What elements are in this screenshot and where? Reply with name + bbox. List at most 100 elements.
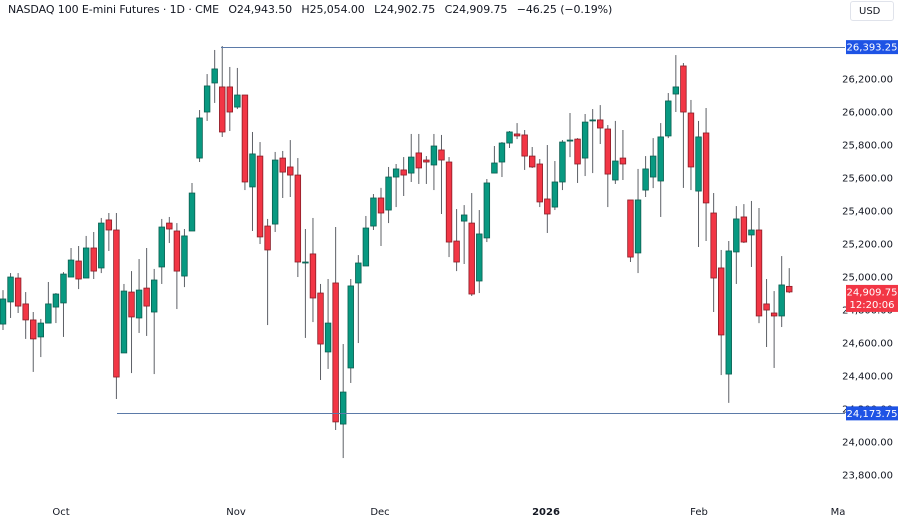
candle (551, 161, 559, 211)
candle (460, 205, 468, 264)
candle (82, 235, 90, 279)
candle (332, 227, 339, 430)
symbol-title[interactable]: NASDAQ 100 E-mini Futures · 1D · CME (8, 3, 219, 16)
candle (770, 291, 778, 368)
currency-selector[interactable]: USD (850, 1, 894, 21)
candle (491, 146, 498, 174)
time-axis[interactable]: Oct Nov Dec 2026 Feb Ma (52, 507, 845, 518)
candle (498, 142, 506, 178)
candle (0, 290, 7, 330)
candle (203, 74, 211, 121)
candle (786, 268, 793, 294)
candle (377, 187, 385, 247)
candle (559, 140, 566, 191)
price-tick-label: 25,400.00 (842, 207, 893, 218)
close-value: C24,909.75 (444, 3, 508, 16)
low-value: L24,902.75 (374, 3, 436, 16)
candle (529, 146, 536, 168)
candle (385, 166, 392, 224)
candle (634, 168, 642, 274)
candle (733, 206, 740, 284)
candle (355, 255, 362, 344)
candle (400, 157, 407, 197)
candle (294, 158, 302, 278)
candle (287, 140, 294, 197)
time-tick-label: Oct (52, 507, 69, 518)
candle (309, 217, 317, 323)
last-price-label: 24,909.75 12:20:06 (846, 284, 898, 312)
candle (423, 156, 430, 184)
candle (574, 138, 581, 183)
candle (52, 293, 60, 324)
candle (234, 67, 241, 110)
candle (483, 179, 491, 243)
candle (75, 246, 82, 290)
candle (506, 130, 513, 148)
high-value: H25,054.00 (301, 3, 365, 16)
svg-text:24,909.75: 24,909.75 (847, 287, 898, 298)
candle (113, 213, 120, 399)
time-tick-label: Dec (370, 507, 389, 518)
candle (642, 156, 649, 197)
candle (150, 268, 158, 375)
candle (453, 209, 460, 272)
candle (90, 231, 97, 280)
candle (143, 247, 150, 336)
candle (468, 193, 475, 297)
candle (672, 55, 680, 113)
candle (339, 344, 347, 459)
candle (649, 138, 657, 189)
candle (604, 125, 611, 208)
candle (476, 210, 483, 294)
candle (581, 113, 589, 177)
price-tick-label: 25,000.00 (842, 273, 893, 284)
candle (763, 279, 770, 347)
candle (256, 142, 264, 245)
price-tick-label: 24,600.00 (842, 339, 893, 350)
price-axis[interactable] (840, 0, 900, 521)
candle (317, 283, 324, 380)
candle (521, 130, 528, 170)
candle (718, 249, 725, 376)
price-tick-label: 24,000.00 (842, 438, 893, 449)
candle (105, 213, 113, 251)
horizontal-lines-layer (117, 47, 845, 414)
candle (619, 130, 627, 180)
candle (680, 63, 687, 188)
candle (249, 131, 256, 231)
candle (302, 229, 309, 338)
candle (188, 182, 196, 232)
hline-price-label: 26,393.25 (846, 40, 898, 55)
candle (219, 46, 226, 137)
candle (158, 218, 165, 284)
candle (362, 215, 370, 267)
svg-text:24,173.75: 24,173.75 (847, 409, 898, 420)
candle (98, 217, 105, 274)
candle (370, 194, 377, 230)
candle (67, 247, 75, 278)
candle (264, 218, 271, 326)
price-tick-label: 23,800.00 (842, 471, 893, 482)
candle (710, 193, 717, 313)
candle (166, 216, 173, 244)
chart-legend: NASDAQ 100 E-mini Futures · 1D · CME O24… (8, 3, 618, 16)
candle (7, 273, 14, 318)
time-tick-label: Ma (831, 507, 846, 518)
candle (196, 110, 203, 163)
svg-text:26,393.25: 26,393.25 (847, 43, 898, 54)
candle (597, 105, 604, 145)
change-value: −46.25 (−0.19%) (516, 3, 613, 16)
candle (687, 99, 695, 191)
hline-price-label: 24,173.75 (846, 406, 898, 421)
price-labels-layer: 26,393.25 24,173.75 24,909.75 12:20:06 (846, 40, 898, 421)
candle (657, 123, 664, 217)
candle (30, 312, 37, 372)
candle (566, 113, 574, 158)
price-tick-label: 25,800.00 (842, 141, 893, 152)
candle (627, 199, 634, 263)
candle (392, 163, 400, 208)
time-tick-label: 2026 (532, 507, 560, 518)
candle (271, 151, 279, 232)
candle (408, 133, 415, 182)
